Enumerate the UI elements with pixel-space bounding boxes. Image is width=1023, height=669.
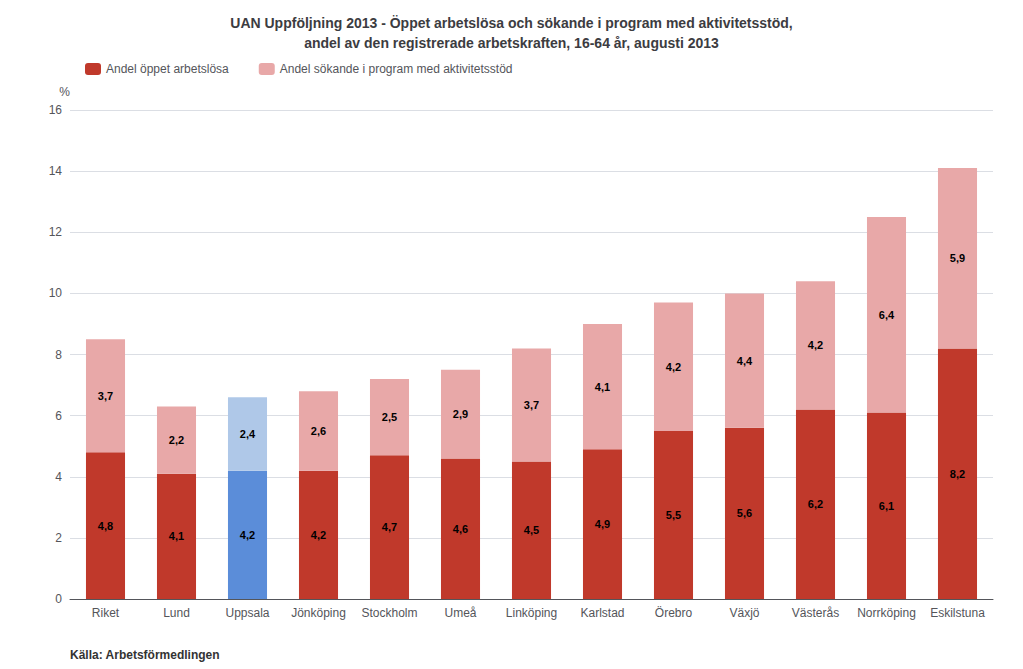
svg-text:4,2: 4,2 (808, 339, 823, 351)
svg-text:12: 12 (49, 225, 63, 239)
svg-text:Örebro: Örebro (655, 606, 693, 620)
svg-text:4,2: 4,2 (311, 529, 326, 541)
svg-text:Andel sökande i program med ak: Andel sökande i program med aktivitetsst… (280, 62, 513, 76)
svg-text:Linköping: Linköping (506, 606, 557, 620)
svg-text:2,2: 2,2 (169, 434, 184, 446)
svg-text:2,5: 2,5 (382, 411, 397, 423)
svg-text:2,6: 2,6 (311, 425, 326, 437)
svg-text:4,9: 4,9 (595, 518, 610, 530)
svg-text:4,8: 4,8 (98, 520, 113, 532)
svg-text:Källa: Arbetsförmedlingen: Källa: Arbetsförmedlingen (70, 648, 220, 662)
svg-text:UAN Uppföljning 2013 - Öppet a: UAN Uppföljning 2013 - Öppet arbetslösa … (230, 15, 792, 31)
svg-text:5,5: 5,5 (666, 509, 681, 521)
svg-text:andel av den registrerade arbe: andel av den registrerade arbetskraften,… (304, 35, 719, 51)
svg-text:4,6: 4,6 (453, 523, 468, 535)
svg-text:8: 8 (55, 348, 62, 362)
svg-text:Riket: Riket (92, 606, 120, 620)
svg-text:2: 2 (55, 531, 62, 545)
svg-text:4,1: 4,1 (169, 530, 184, 542)
svg-text:4,2: 4,2 (240, 529, 255, 541)
svg-text:Norrköping: Norrköping (857, 606, 916, 620)
svg-text:4,1: 4,1 (595, 381, 610, 393)
svg-text:6: 6 (55, 409, 62, 423)
svg-text:16: 16 (49, 103, 63, 117)
svg-text:5,6: 5,6 (737, 507, 752, 519)
svg-text:4,7: 4,7 (382, 521, 397, 533)
svg-text:4: 4 (55, 470, 62, 484)
svg-text:Karlstad: Karlstad (580, 606, 624, 620)
svg-text:2,4: 2,4 (240, 428, 256, 440)
svg-text:4,2: 4,2 (666, 361, 681, 373)
svg-text:6,2: 6,2 (808, 498, 823, 510)
svg-text:Eskilstuna: Eskilstuna (930, 606, 985, 620)
svg-text:8,2: 8,2 (950, 468, 965, 480)
svg-text:14: 14 (49, 164, 63, 178)
svg-text:5,9: 5,9 (950, 252, 965, 264)
svg-text:Umeå: Umeå (444, 606, 476, 620)
svg-text:Lund: Lund (163, 606, 190, 620)
svg-text:6,4: 6,4 (879, 309, 895, 321)
svg-text:Stockholm: Stockholm (361, 606, 417, 620)
svg-text:Växjö: Växjö (729, 606, 759, 620)
svg-text:Västerås: Västerås (792, 606, 839, 620)
svg-text:0: 0 (55, 592, 62, 606)
svg-text:Andel öppet arbetslösa: Andel öppet arbetslösa (106, 62, 229, 76)
svg-text:4,5: 4,5 (524, 524, 539, 536)
svg-text:Uppsala: Uppsala (225, 606, 269, 620)
svg-text:%: % (59, 85, 70, 99)
svg-text:3,7: 3,7 (98, 390, 113, 402)
svg-text:10: 10 (49, 286, 63, 300)
svg-text:2,9: 2,9 (453, 408, 468, 420)
svg-text:Jönköping: Jönköping (291, 606, 346, 620)
svg-text:4,4: 4,4 (737, 355, 753, 367)
svg-text:6,1: 6,1 (879, 500, 894, 512)
svg-text:3,7: 3,7 (524, 399, 539, 411)
